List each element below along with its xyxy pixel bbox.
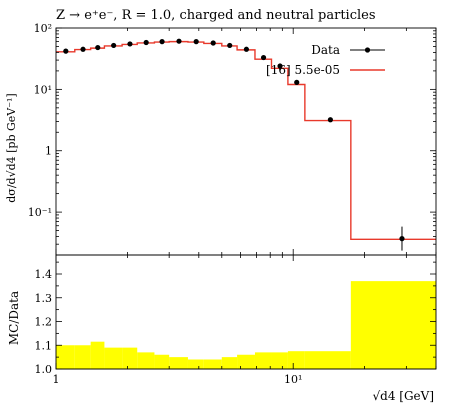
ratio-y-tick-label: 1.1 [35, 339, 53, 352]
y-axis-label: dσ/d√d4 [pb GeV⁻¹] [5, 93, 18, 202]
data-point [277, 63, 283, 69]
ratio-band-bin [350, 281, 436, 369]
x-axis-label: √d4 [GeV] [373, 389, 435, 403]
data-point [260, 54, 267, 61]
data-point [399, 236, 405, 242]
legend: Data [16] 5.5e-05 [266, 43, 385, 77]
data-point [95, 44, 101, 51]
legend-data-marker [364, 47, 371, 53]
ratio-band-bin [203, 359, 222, 369]
legend-label-data: Data [311, 43, 340, 57]
ratio-band-bin [122, 347, 138, 369]
ratio-y-tick-label: 1.4 [35, 268, 53, 281]
ratio-y-tick-label: 1.2 [35, 316, 53, 329]
ratio-band-bin [169, 357, 188, 369]
data-point [111, 42, 117, 49]
ratio-band-bin [137, 352, 155, 369]
data-point [159, 39, 165, 45]
y-tick-label: 10² [34, 22, 52, 35]
data-point [294, 79, 300, 85]
y-tick-label: 10⁻¹ [28, 206, 52, 219]
main-plot-panel: 10² 10¹ 1 10⁻¹ [28, 22, 437, 256]
ratio-y-tick-label: 1.0 [35, 363, 53, 376]
ratio-band-bin [56, 345, 75, 369]
x-tick-label: 10¹ [284, 373, 302, 386]
ratio-band-bin [104, 347, 123, 369]
data-point [176, 38, 182, 44]
data-point [143, 39, 149, 46]
ratio-band-bin [221, 357, 238, 369]
data-point [193, 39, 199, 45]
ratio-band-bin [287, 351, 305, 369]
data-point [227, 42, 233, 49]
legend-label-mc: [16] 5.5e-05 [266, 63, 340, 77]
ratio-band-bin [74, 345, 91, 369]
data-point [80, 46, 86, 52]
y-tick-label: 1 [45, 145, 52, 158]
data-point [127, 41, 133, 47]
ratio-band-bin [271, 352, 288, 369]
data-point [63, 48, 69, 54]
data-point [327, 117, 333, 123]
ratio-band-bin [304, 351, 351, 369]
chart-title: Z → e⁺e⁻, R = 1.0, charged and neutral p… [56, 8, 376, 23]
y-tick-label: 10¹ [34, 83, 52, 96]
ratio-band-bin [90, 341, 105, 369]
ratio-band-bin [187, 359, 204, 369]
data-point [210, 40, 216, 46]
ratio-y-axis-label: MC/Data [7, 291, 21, 345]
ratio-y-tick-label: 1.3 [35, 292, 53, 305]
x-tick-label: 1 [53, 373, 60, 386]
ratio-band-bin [254, 352, 272, 369]
main-axes-frame [55, 27, 437, 256]
mc-histogram-line [56, 40, 436, 241]
ratio-plot-panel: 1 10¹ 1.0 1.1 1.2 1.3 1.4 [35, 254, 437, 386]
ratio-band-bin [154, 354, 170, 369]
data-point [243, 46, 250, 52]
ratio-band-bin [237, 354, 255, 369]
